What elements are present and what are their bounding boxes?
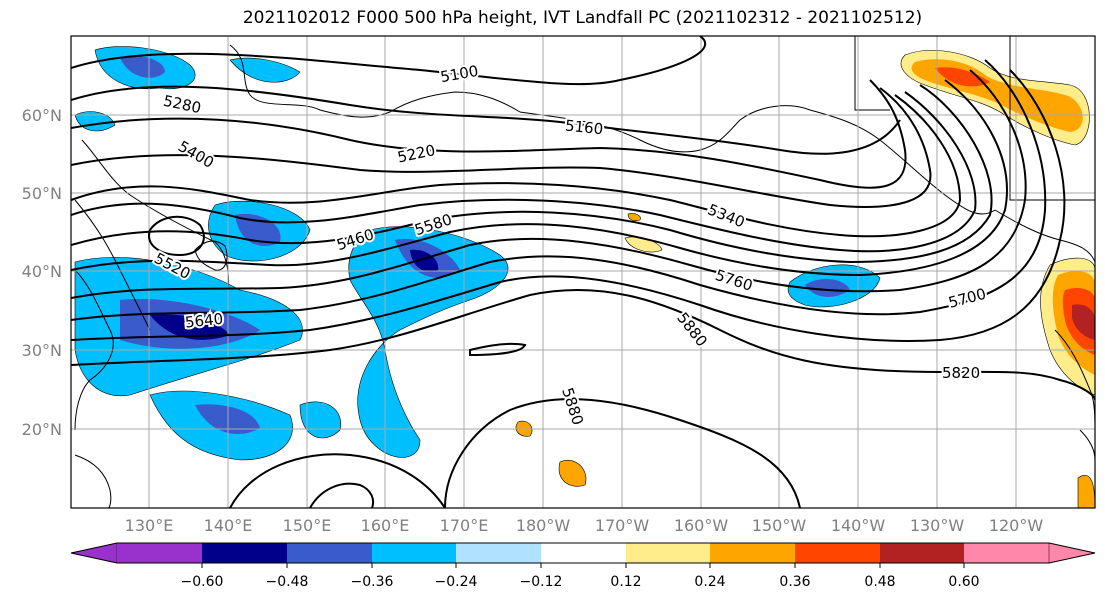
colorbar-segment [70,542,118,564]
graticule [71,36,1095,508]
lon-label: 130°W [910,516,965,535]
colorbar-segment [287,543,372,563]
colorbar-tick-label: −0.60 [181,574,224,590]
colorbar-segment [456,543,541,563]
colorbar-segment [1048,542,1096,564]
latitude-labels: 60°N 50°N 40°N 30°N 20°N [22,106,62,439]
map-title: 2021102012 F000 500 hPa height, IVT Land… [242,8,923,28]
colorbar-segment [626,543,710,563]
colorbar-segment [202,543,287,563]
map-frame [70,35,1096,509]
lon-label: 150°W [752,516,807,535]
lon-label: 150°E [283,516,332,535]
lat-label: 30°N [22,341,62,360]
lon-label: 170°W [595,516,650,535]
colorbar-tick-label: 0.36 [779,574,810,590]
map-plot-area [71,36,1095,508]
lon-label: 120°W [989,516,1044,535]
colorbar-outline [70,542,1096,564]
colorbar-tick-label: 0.60 [948,574,979,590]
colorbar-segment [710,543,795,563]
lat-label: 50°N [22,184,62,203]
height-contours [71,36,1095,508]
colorbar-tick-label: −0.12 [520,574,563,590]
colorbar-tick-label: 0.48 [864,574,895,590]
lon-label: 140°W [831,516,886,535]
colorbar-segment [795,543,880,563]
lat-label: 40°N [22,262,62,281]
longitude-labels: 130°E 140°E 150°E 160°E 170°E 180°W 170°… [125,516,1044,535]
lon-label: 160°E [361,516,410,535]
colorbar-segment [372,543,456,563]
lon-label: 140°E [204,516,253,535]
colorbar-segment [541,543,626,563]
colorbar-segment [964,543,1049,563]
colorbar-segment [117,543,202,563]
lon-label: 130°E [125,516,174,535]
lon-label: 170°E [440,516,489,535]
colorbar-tick-label: −0.24 [435,574,478,590]
lon-label: 180°W [516,516,571,535]
colorbar-tick-label: −0.36 [351,574,394,590]
colorbar-tick-label: −0.48 [266,574,309,590]
contour-label: 5820 [942,364,980,382]
lat-label: 60°N [22,106,62,125]
colorbar-tick-label: 0.24 [694,574,725,590]
colorbar-segment [880,543,964,563]
lon-label: 160°W [674,516,729,535]
colorbar: −0.60 −0.48 −0.36 −0.24 −0.12 0.12 0.24 … [70,542,1096,590]
lat-label: 20°N [22,420,62,439]
colorbar-tick-label: 0.12 [610,574,641,590]
